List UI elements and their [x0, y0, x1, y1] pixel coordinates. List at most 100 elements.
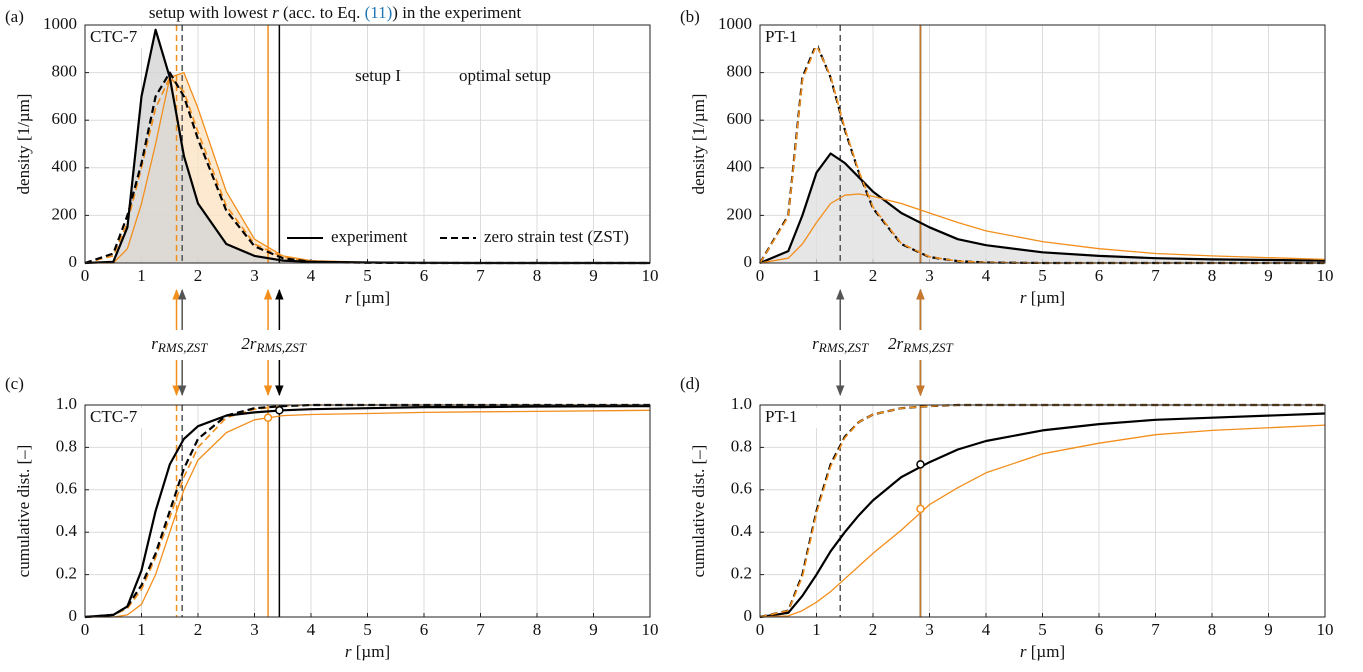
- text-part: [µm]: [1027, 642, 1066, 661]
- y-tick-label: 600: [52, 109, 78, 128]
- text-part: r: [272, 3, 279, 22]
- marker: [275, 406, 284, 415]
- y-tick-label: 0.8: [56, 436, 77, 455]
- y-tick-label: 0: [744, 252, 753, 271]
- x-tick-label: 7: [476, 620, 485, 639]
- panel-label: (a): [5, 7, 24, 26]
- y-tick-label: 400: [727, 157, 753, 176]
- text-part: r: [345, 642, 352, 661]
- inset-label: CTC-7: [90, 27, 138, 46]
- series-line: [759, 152, 1326, 265]
- inset-label-bg: [87, 28, 143, 48]
- axes-frame: [84, 404, 651, 618]
- x-tick-label: 3: [250, 620, 259, 639]
- y-axis-label: cumulative dist. [–]: [14, 445, 33, 578]
- x-tick-label: 5: [363, 620, 372, 639]
- series-line: [759, 424, 1326, 618]
- text-part: RMS,ZST: [157, 340, 208, 355]
- marker: [263, 413, 273, 422]
- y-tick-label: 0.2: [731, 564, 752, 583]
- y-tick-label: 200: [727, 204, 753, 223]
- x-tick-label: 8: [1208, 620, 1217, 639]
- y-tick-label: 0: [69, 252, 78, 271]
- panel-label: (d): [680, 374, 700, 393]
- x-tick-label: 6: [420, 620, 429, 639]
- arrow-label-bg: [802, 335, 879, 357]
- series-line: [85, 409, 651, 618]
- y-tick-label: 1000: [43, 14, 77, 33]
- y-tick-label: 0.2: [56, 564, 77, 583]
- y-tick-label: 0: [69, 606, 78, 625]
- text-part: (acc. to Eq.: [279, 3, 365, 22]
- x-tick-label: 7: [1151, 620, 1160, 639]
- x-tick-label: 9: [589, 266, 598, 285]
- x-tick-label: 0: [81, 620, 90, 639]
- axes-frame: [759, 24, 1326, 264]
- x-tick-label: 4: [982, 620, 991, 639]
- series-line: [759, 193, 1326, 264]
- top-annotation: setup with lowest r (acc. to Eq. (11)) i…: [149, 3, 522, 22]
- text-part: 2r: [888, 334, 904, 353]
- x-tick-label: 1: [137, 620, 146, 639]
- inset-label: CTC-7: [90, 407, 138, 426]
- x-tick-label: 3: [925, 266, 934, 285]
- inset-label-bg: [87, 408, 143, 428]
- x-axis-label: r [µm]: [345, 288, 390, 307]
- y-tick-label: 0.6: [56, 479, 77, 498]
- text-part: r: [1020, 642, 1027, 661]
- area-fill: [85, 72, 650, 263]
- x-axis-label: r [µm]: [1020, 288, 1065, 307]
- y-tick-label: 1.0: [731, 394, 752, 413]
- area-fill: [85, 29, 650, 264]
- inset-label: PT-1: [765, 27, 797, 46]
- y-axis-label: density [1/µm]: [14, 94, 33, 195]
- x-tick-label: 6: [1095, 620, 1104, 639]
- y-tick-label: 800: [727, 62, 753, 81]
- panel: 0 1 2 3 4 5 6 7 8 9 10 0 0.2 0.4 0.6 0.8 1.0 (d) PT-1 r [µm…: [680, 288, 1334, 661]
- y-tick-label: 400: [52, 157, 78, 176]
- text-part: RMS,ZST: [818, 340, 869, 355]
- text-part: ) in the experiment: [392, 3, 521, 22]
- arrow-label: rRMS,ZST: [812, 334, 869, 355]
- x-axis-label: r [µm]: [345, 642, 390, 661]
- y-tick-label: 0.4: [731, 521, 753, 540]
- panel: 0 1 2 3 4 5 6 7 8 9 10 0 200 400 600 800 1000 (a) CTC-7 r […: [5, 7, 659, 307]
- x-tick-label: 5: [1038, 266, 1047, 285]
- text-part: r: [345, 288, 352, 307]
- arrow-label-bg: [882, 335, 959, 357]
- legend-label: experiment: [331, 227, 408, 246]
- y-tick-label: 800: [52, 62, 78, 81]
- panel: 0 1 2 3 4 5 6 7 8 9 10 0 200 400 600 800 1000 (b) PT-1 r [µ…: [680, 7, 1334, 307]
- arrow-label-bg: [141, 335, 218, 357]
- y-tick-label: 0: [744, 606, 753, 625]
- x-tick-label: 7: [476, 266, 485, 285]
- text-part: r: [151, 334, 158, 353]
- x-tick-label: 10: [642, 620, 659, 639]
- y-tick-label: 200: [52, 204, 78, 223]
- legend-label: zero strain test (ZST): [484, 227, 629, 246]
- x-tick-label: 5: [1038, 620, 1047, 639]
- arrow-label: 2rRMS,ZST: [241, 334, 306, 355]
- area-fill: [760, 153, 1325, 263]
- inset-label-bg: [762, 408, 818, 428]
- x-tick-label: 0: [81, 266, 90, 285]
- marker: [916, 460, 925, 469]
- y-tick-label: 0.6: [731, 479, 752, 498]
- y-axis-label: cumulative dist. [–]: [689, 445, 708, 578]
- x-tick-label: 3: [250, 266, 259, 285]
- x-tick-label: 7: [1151, 266, 1160, 285]
- y-axis-label: density [1/µm]: [689, 94, 708, 195]
- x-tick-label: 4: [307, 266, 316, 285]
- text-part: [µm]: [352, 642, 391, 661]
- text-part: [µm]: [352, 288, 391, 307]
- text-part: r: [812, 334, 819, 353]
- inset-label: PT-1: [765, 407, 797, 426]
- x-tick-label: 4: [307, 620, 316, 639]
- x-tick-label: 1: [812, 620, 821, 639]
- inset-text: optimal setup: [459, 66, 551, 85]
- y-tick-label: 1000: [718, 14, 752, 33]
- text-part: RMS,ZST: [902, 340, 953, 355]
- text-part: r: [1020, 288, 1027, 307]
